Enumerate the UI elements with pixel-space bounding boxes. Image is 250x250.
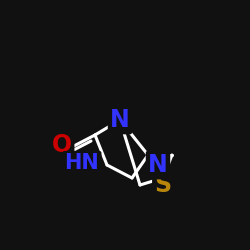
Text: HN: HN: [64, 153, 100, 173]
Text: N: N: [148, 153, 168, 177]
Text: N: N: [110, 108, 130, 132]
Text: S: S: [154, 173, 172, 197]
Text: O: O: [52, 133, 72, 157]
